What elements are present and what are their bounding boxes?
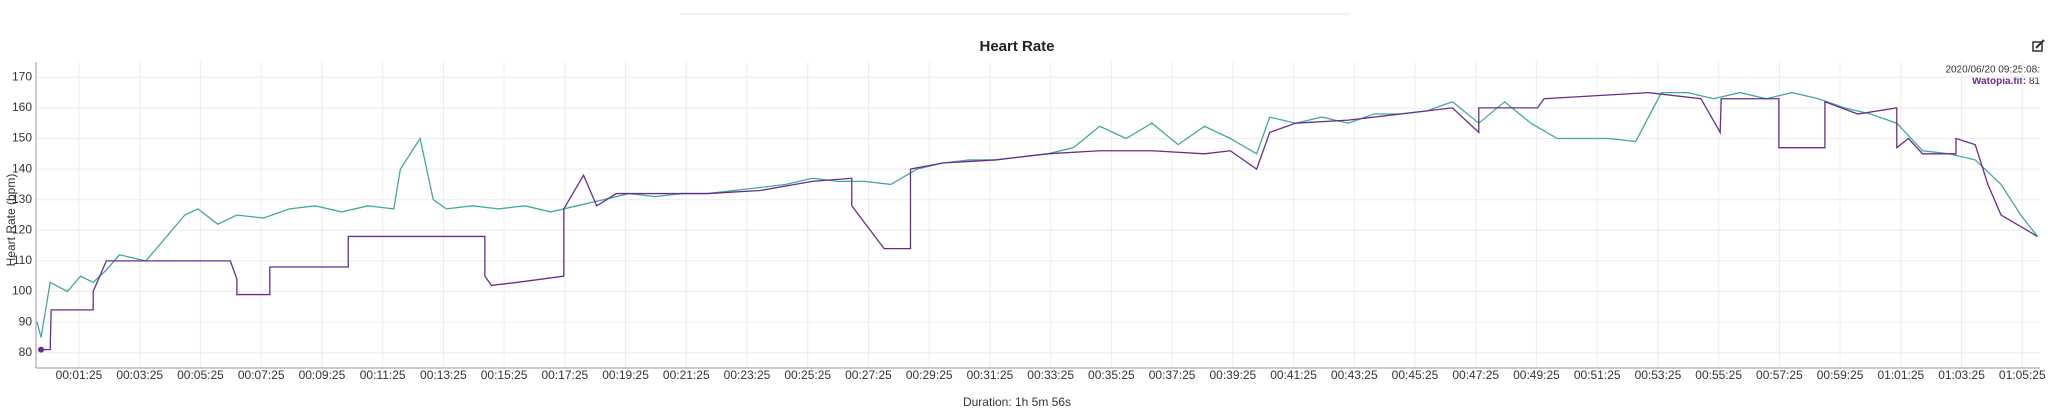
x-tick-label: 00:23:25 [724, 368, 771, 382]
hover-marker [38, 346, 45, 353]
x-tick-label: 00:47:25 [1452, 368, 1499, 382]
x-tick-label: 00:49:25 [1513, 368, 1560, 382]
x-axis-title: Duration: 1h 5m 56s [963, 395, 1071, 409]
x-tick-label: 00:55:25 [1695, 368, 1742, 382]
x-tick-label: 00:01:25 [56, 368, 103, 382]
tooltip-name: Watopia.fit: [1972, 76, 2026, 87]
x-tick-label: 01:01:25 [1877, 368, 1924, 382]
x-tick-label: 00:15:25 [481, 368, 528, 382]
x-tick-label: 00:29:25 [906, 368, 953, 382]
x-tick-label: 00:19:25 [602, 368, 649, 382]
y-tick-label: 90 [19, 314, 33, 328]
y-tick-label: 110 [13, 253, 32, 267]
series-line [41, 91, 2038, 351]
x-tick-label: 00:11:25 [360, 368, 406, 382]
x-tick-label: 00:41:25 [1270, 368, 1317, 382]
chart-title: Heart Rate [979, 38, 1054, 55]
y-axis-title: Heart Rate (bpm) [4, 174, 18, 267]
y-tick-label: 80 [19, 345, 33, 359]
edit-icon[interactable] [2032, 39, 2045, 52]
x-tick-label: 00:59:25 [1817, 368, 1864, 382]
x-tick-label: 00:21:25 [663, 368, 710, 382]
y-tick-label: 170 [12, 69, 32, 83]
x-tick-label: 00:25:25 [784, 368, 831, 382]
x-tick-label: 00:09:25 [299, 368, 346, 382]
edit-icon-box[interactable] [2032, 41, 2043, 52]
y-tick-label: 140 [12, 161, 32, 175]
x-tick-label: 00:33:25 [1027, 368, 1074, 382]
edit-icon-pen[interactable] [2035, 39, 2045, 49]
tooltip-number: 81 [2029, 76, 2041, 87]
tooltip-value: Watopia.fit: 81 [1972, 76, 2040, 87]
x-tick-label: 00:43:25 [1331, 368, 1378, 382]
x-tick-label: 01:03:25 [1938, 368, 1985, 382]
x-tick-label: 00:31:25 [967, 368, 1014, 382]
x-tick-label: 00:07:25 [238, 368, 285, 382]
x-tick-label: 00:39:25 [1209, 368, 1256, 382]
x-tick-label: 00:53:25 [1635, 368, 1682, 382]
x-tick-label: 01:05:25 [1999, 368, 2046, 382]
x-tick-label: 00:51:25 [1574, 368, 1621, 382]
x-tick-label: 00:35:25 [1088, 368, 1135, 382]
y-tick-label: 120 [12, 222, 32, 236]
x-tick-label: 00:17:25 [541, 368, 588, 382]
y-tick-label: 150 [12, 131, 32, 145]
y-tick-label: 130 [12, 192, 32, 206]
x-tick-label: 00:57:25 [1756, 368, 1803, 382]
x-tick-label: 00:37:25 [1149, 368, 1196, 382]
x-tick-label: 00:13:25 [420, 368, 467, 382]
y-tick-label: 160 [12, 100, 32, 114]
x-tick-label: 00:05:25 [177, 368, 224, 382]
x-tick-label: 00:45:25 [1392, 368, 1439, 382]
y-tick-label: 100 [12, 284, 32, 298]
tooltip-date: 2020/06/20 09:25:08: [1945, 65, 2040, 76]
x-tick-label: 00:27:25 [845, 368, 892, 382]
x-tick-label: 00:03:25 [116, 368, 163, 382]
series-line [36, 91, 2038, 338]
